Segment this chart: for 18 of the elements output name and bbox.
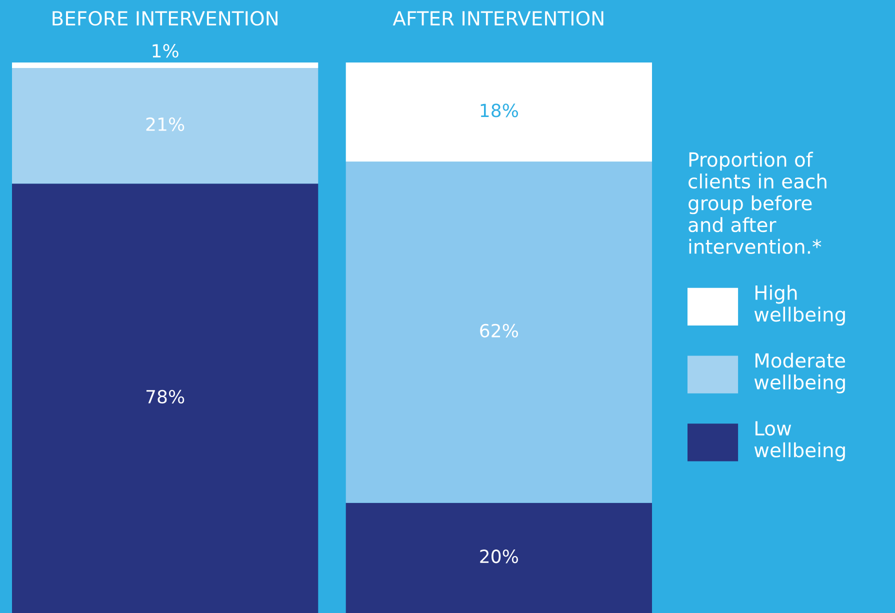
legend-label: High wellbeing [754,284,845,326]
data-label: 18% [480,104,518,118]
bar [12,62,318,68]
data-label: 21% [146,117,184,132]
data-label: 1% [152,44,178,58]
legend-label: Low wellbeing [754,421,845,462]
bar [346,502,652,613]
legend-label: Moderate wellbeing [754,352,846,394]
bar [346,162,652,503]
data-label: 62% [480,324,518,338]
bar [12,68,318,184]
x-tick-label: AFTER INTERVENTION [392,10,604,26]
data-label: 78% [146,390,184,404]
bar [12,184,318,613]
data-label: 20% [480,550,518,564]
legend-title: Proportion of clients in each group before and after intervention.* [688,152,826,254]
bar [346,62,652,162]
x-tick-label: BEFORE INTERVENTION [52,10,278,26]
